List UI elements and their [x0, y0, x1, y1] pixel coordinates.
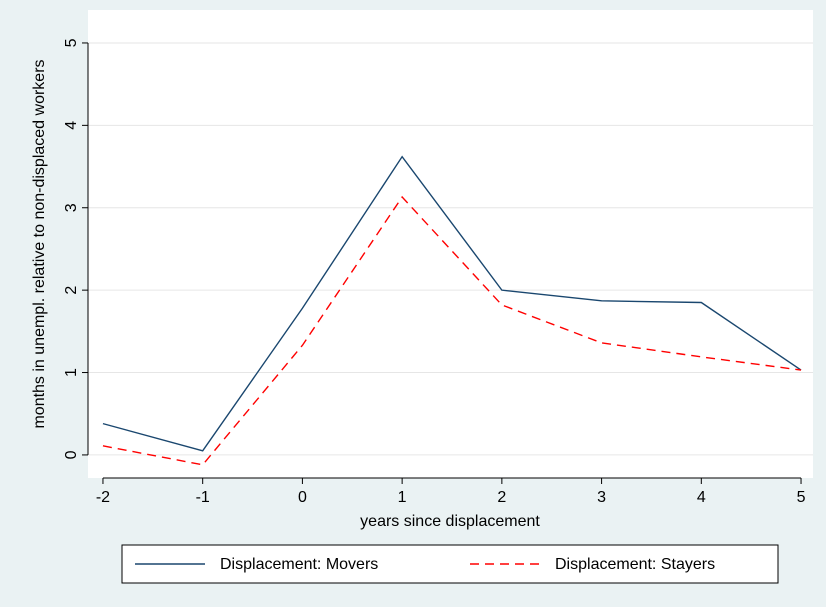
legend-label: Displacement: Movers: [220, 556, 378, 573]
series-line: [102, 155, 802, 452]
x-tick-label: 4: [697, 489, 706, 506]
plot-area: [88, 10, 813, 478]
x-tick-label: 1: [398, 489, 407, 506]
y-tick-label: 2: [63, 286, 80, 295]
legend-label: Displacement: Stayers: [555, 556, 715, 573]
x-tick-label: 0: [298, 489, 307, 506]
x-tick-label: -1: [196, 489, 210, 506]
y-axis-label: months in unempl. relative to non-displa…: [31, 59, 48, 428]
y-tick-label: 4: [63, 121, 80, 130]
x-tick-label: -2: [96, 489, 110, 506]
series-line: [102, 195, 802, 466]
y-tick-label: 3: [63, 203, 80, 212]
x-tick-label: 3: [597, 489, 606, 506]
x-tick-label: 5: [797, 489, 806, 506]
y-tick-label: 0: [63, 450, 80, 459]
y-tick-label: 5: [63, 38, 80, 47]
legend-box: [121, 544, 779, 584]
x-axis-label: years since displacement: [360, 513, 540, 530]
x-tick-label: 2: [497, 489, 506, 506]
y-tick-label: 1: [63, 368, 80, 377]
